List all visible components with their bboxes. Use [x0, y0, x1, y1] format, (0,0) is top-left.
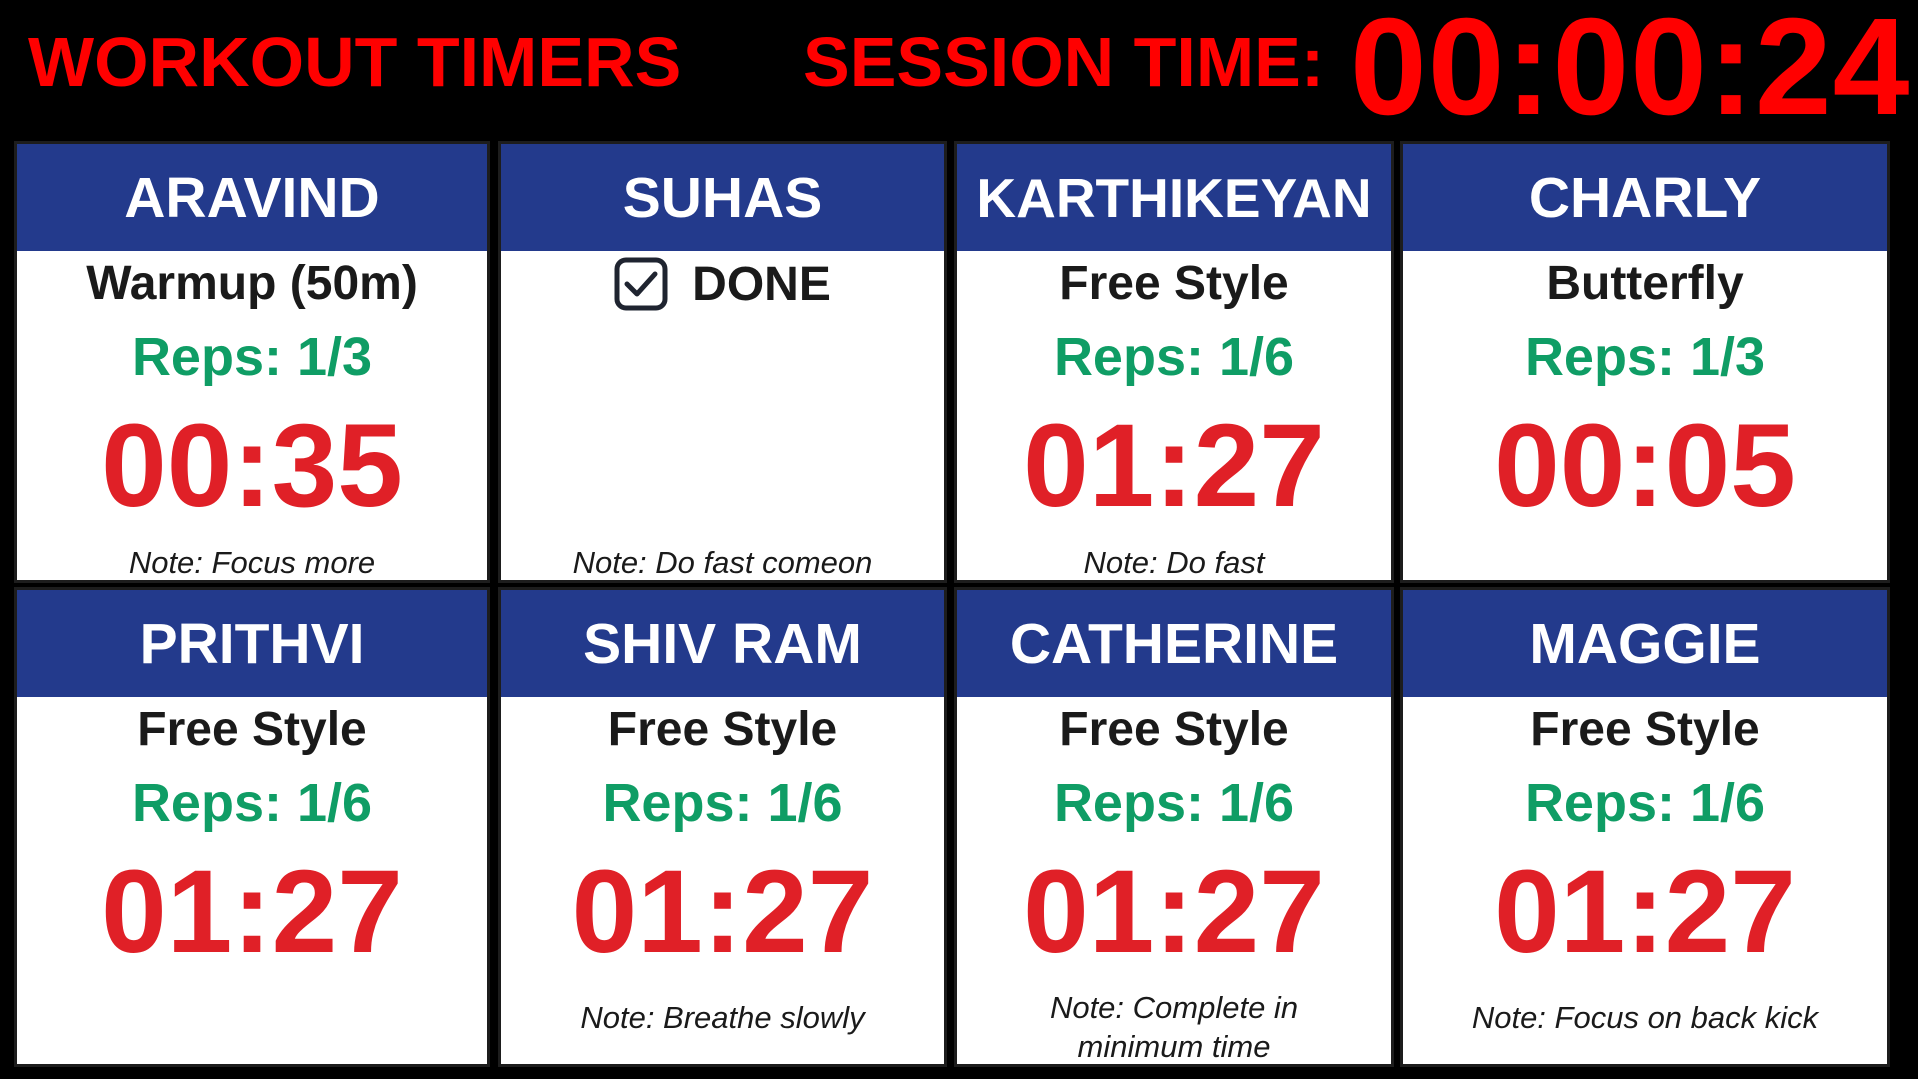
- countdown-timer: 01:27: [1494, 846, 1796, 978]
- checkbox-checked-icon: [614, 257, 668, 311]
- athlete-card-prithvi[interactable]: PRITHVI Free Style Reps: 1/6 01:27: [14, 587, 490, 1067]
- coach-note-line-2: minimum time: [1077, 1029, 1271, 1064]
- coach-note: Note: Do fast comeon: [572, 545, 873, 580]
- top-bar: WORKOUT TIMERS SESSION TIME: 00:00:24: [0, 0, 1918, 137]
- coach-note: Note: Complete in minimum time: [963, 988, 1385, 1064]
- athlete-name: MAGGIE: [1403, 590, 1887, 697]
- reps-counter: Reps: 1/6: [131, 773, 373, 833]
- app-title: WORKOUT TIMERS: [28, 23, 682, 101]
- coach-note-line-1: Note: Complete in: [1049, 990, 1299, 1025]
- reps-counter: Reps: 1/6: [1053, 773, 1295, 833]
- athlete-card-suhas[interactable]: SUHAS DONE Note: Do fast comeon: [498, 141, 947, 583]
- activity-label: Warmup (50m): [86, 257, 418, 310]
- countdown-timer: 00:35: [101, 400, 403, 532]
- countdown-timer: 01:27: [1023, 846, 1325, 978]
- athlete-name: PRITHVI: [17, 590, 487, 697]
- coach-note: Note: Focus more: [128, 545, 376, 580]
- athlete-name: CATHERINE: [957, 590, 1391, 697]
- reps-counter: Reps: 1/3: [131, 327, 373, 387]
- athlete-name: SUHAS: [501, 144, 944, 251]
- activity-label: Free Style: [1059, 257, 1289, 310]
- reps-counter: Reps: 1/3: [1524, 327, 1766, 387]
- athlete-card-karthikeyan[interactable]: KARTHIKEYAN Free Style Reps: 1/6 01:27 N…: [954, 141, 1394, 583]
- athlete-name: CHARLY: [1403, 144, 1887, 251]
- done-label: DONE: [692, 257, 831, 311]
- athlete-card-charly[interactable]: CHARLY Butterfly Reps: 1/3 00:05: [1400, 141, 1890, 583]
- coach-note: Note: Do fast: [1083, 545, 1265, 580]
- activity-label: Free Style: [137, 703, 367, 756]
- activity-label: Free Style: [1530, 703, 1760, 756]
- athlete-name: KARTHIKEYAN: [957, 144, 1391, 251]
- athlete-card-maggie[interactable]: MAGGIE Free Style Reps: 1/6 01:27 Note: …: [1400, 587, 1890, 1067]
- athlete-card-catherine[interactable]: CATHERINE Free Style Reps: 1/6 01:27 Not…: [954, 587, 1394, 1067]
- activity-label: Free Style: [607, 703, 838, 756]
- reps-counter: Reps: 1/6: [1053, 327, 1295, 387]
- coach-note: Note: Breathe slowly: [580, 1000, 865, 1035]
- reps-counter: Reps: 1/6: [602, 773, 843, 833]
- activity-label: Butterfly: [1546, 257, 1744, 310]
- activity-label: Free Style: [1059, 703, 1289, 756]
- countdown-timer: 01:27: [1023, 400, 1325, 532]
- session-time-label: SESSION TIME:: [803, 23, 1325, 101]
- athlete-name: ARAVIND: [17, 144, 487, 251]
- countdown-timer: 01:27: [101, 846, 403, 978]
- athlete-card-aravind[interactable]: ARAVIND Warmup (50m) Reps: 1/3 00:35 Not…: [14, 141, 490, 583]
- session-time-value: 00:00:24: [1350, 0, 1911, 144]
- athlete-name: SHIV RAM: [501, 590, 944, 697]
- countdown-timer: 01:27: [571, 846, 874, 978]
- countdown-timer: 00:05: [1494, 400, 1796, 532]
- reps-counter: Reps: 1/6: [1524, 773, 1766, 833]
- athlete-card-shiv-ram[interactable]: SHIV RAM Free Style Reps: 1/6 01:27 Note…: [498, 587, 947, 1067]
- coach-note: Note: Focus on back kick: [1471, 1000, 1819, 1035]
- done-status: DONE: [501, 256, 944, 312]
